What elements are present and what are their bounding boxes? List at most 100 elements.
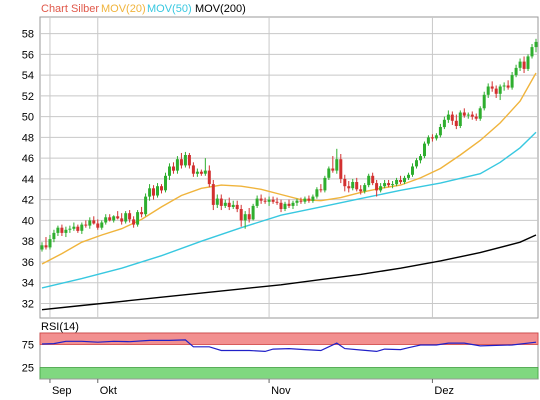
candle — [379, 183, 383, 193]
y-tick-label: 46 — [22, 153, 34, 165]
candle-body — [490, 86, 494, 89]
candle-body — [419, 156, 422, 161]
candle-body — [48, 239, 52, 248]
candle-body — [395, 180, 399, 185]
y-tick-label: 36 — [22, 257, 34, 269]
candle — [92, 216, 96, 225]
candle — [203, 158, 207, 176]
candle — [514, 64, 518, 78]
legend-mov20: MOV(20) — [101, 3, 146, 15]
candle-body — [239, 209, 243, 221]
candle — [494, 85, 498, 98]
candle-body — [327, 168, 331, 178]
candle-body — [279, 202, 283, 209]
candle-body — [203, 170, 207, 174]
candle-body — [359, 189, 363, 192]
candle-body — [403, 177, 406, 183]
candle-body — [387, 183, 391, 186]
candle — [291, 200, 295, 210]
candle — [207, 165, 211, 188]
candle-body — [140, 212, 144, 215]
candle-body — [72, 226, 76, 229]
candle-body — [295, 200, 299, 203]
candle — [223, 199, 227, 208]
candle — [383, 179, 387, 189]
candle — [44, 237, 48, 250]
candle — [466, 112, 470, 119]
candle-body — [363, 185, 367, 192]
candle — [506, 80, 510, 90]
candle-body — [156, 186, 159, 196]
legend-chart-silber: Chart Silber — [41, 3, 99, 15]
candle — [259, 194, 263, 204]
candle-body — [92, 220, 96, 224]
candle — [391, 180, 395, 189]
candle-body — [450, 114, 454, 121]
candle — [164, 172, 167, 193]
candle-body — [40, 245, 44, 250]
candle — [323, 175, 327, 193]
candle — [462, 108, 466, 118]
legend-mov50: MOV(50) — [147, 3, 192, 15]
candle-body — [211, 184, 215, 205]
candle-body — [179, 159, 183, 166]
rsi-line — [41, 339, 537, 353]
candle — [371, 172, 375, 186]
candle-body — [407, 174, 410, 178]
candle — [52, 229, 56, 243]
candle — [48, 234, 52, 250]
candle-body — [311, 196, 315, 201]
candle — [387, 179, 391, 188]
candle-body — [371, 175, 375, 184]
candle-body — [207, 170, 211, 185]
candle-body — [391, 184, 395, 186]
candle-body — [470, 114, 474, 117]
x-tick-label: Sep — [52, 385, 72, 397]
candle-body — [430, 137, 434, 139]
candle-body — [84, 224, 88, 226]
candle — [96, 219, 100, 230]
candle — [132, 216, 136, 228]
candle — [120, 213, 124, 225]
candle — [279, 199, 283, 213]
candle-body — [343, 178, 347, 187]
candle-body — [319, 189, 323, 191]
candle-body — [231, 204, 235, 207]
candle — [403, 175, 406, 185]
rsi-label: RSI(14) — [41, 321, 79, 333]
candle-body — [534, 41, 538, 48]
candle — [227, 197, 231, 211]
candle — [183, 151, 187, 168]
candle — [191, 162, 195, 177]
candle-body — [506, 85, 510, 88]
candle — [534, 38, 538, 53]
candle-body — [136, 212, 140, 225]
candle-body — [132, 219, 136, 225]
candle — [140, 206, 144, 218]
candle — [104, 214, 108, 225]
candle-body — [187, 155, 191, 166]
candle-body — [478, 108, 482, 119]
candle — [307, 195, 311, 203]
candle-body — [486, 86, 490, 95]
candle — [299, 197, 303, 204]
candle — [327, 166, 331, 180]
candle — [438, 123, 442, 138]
candle-body — [44, 245, 48, 248]
candle-body — [195, 171, 199, 174]
candle — [76, 224, 80, 233]
candle-body — [442, 119, 446, 128]
candle — [355, 177, 359, 192]
candle — [72, 222, 76, 231]
candle-body — [104, 217, 108, 223]
candle — [311, 194, 315, 203]
x-tick-label: Okt — [100, 385, 117, 397]
candle-body — [375, 183, 379, 191]
candle-body — [223, 202, 227, 206]
candle — [80, 222, 84, 234]
candle — [124, 211, 128, 224]
candle — [271, 196, 275, 204]
candle-body — [148, 188, 152, 197]
candle-body — [307, 198, 311, 201]
candle — [100, 220, 104, 230]
